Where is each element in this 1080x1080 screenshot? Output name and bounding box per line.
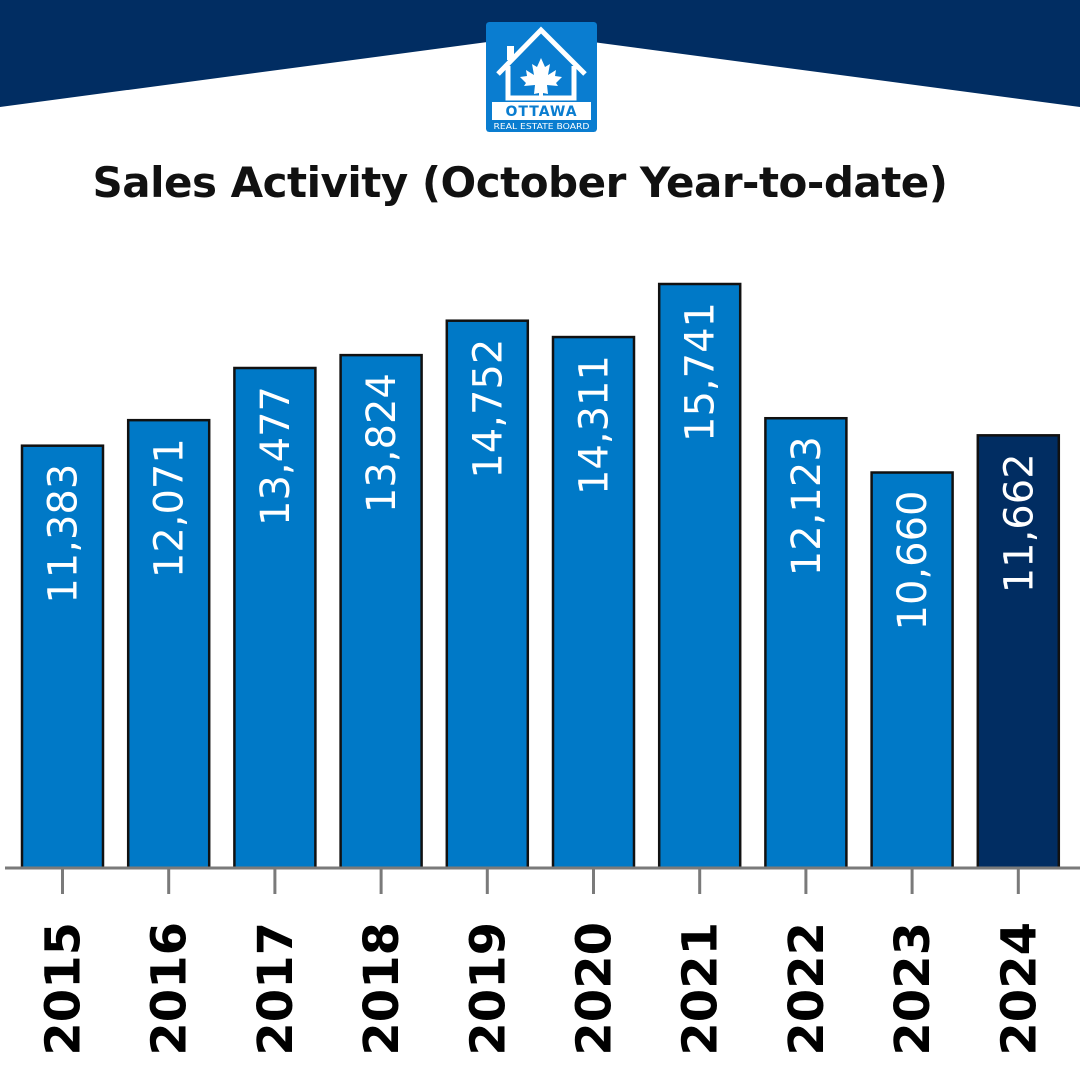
bar-2016 <box>126 418 211 870</box>
bar-chart: 11,383 12,071 13,477 13,824 14,752 14,311 15,7… <box>5 282 1080 1056</box>
logo-name-band <box>492 102 591 120</box>
x-tick-label-2023: 2023 <box>885 922 941 1056</box>
x-tick-label-2022: 2022 <box>779 922 835 1056</box>
bar-value-label-2020: 14,311 <box>572 355 618 495</box>
x-tick-label-2016: 2016 <box>142 922 198 1056</box>
bar-value-label-2017: 13,477 <box>253 386 299 526</box>
bar-value-label-2015: 11,383 <box>41 464 87 604</box>
chart-title: Sales Activity (October Year-to-date) <box>92 158 949 207</box>
bar-2020 <box>551 335 636 870</box>
bar-value-label-2018: 13,824 <box>359 373 405 513</box>
banner-shape <box>0 0 1080 107</box>
x-tick-label-2017: 2017 <box>248 922 304 1056</box>
x-tick-label-2021: 2021 <box>673 922 729 1056</box>
bar-2024 <box>976 434 1061 870</box>
bar-2019 <box>445 319 530 870</box>
bar-2021 <box>657 282 742 870</box>
bar-2023 <box>870 471 954 870</box>
x-tick-label-2018: 2018 <box>354 922 410 1056</box>
bar-2018 <box>339 353 423 870</box>
x-tick-label-2019: 2019 <box>460 922 516 1056</box>
x-axis-ticks: 2015 2016 2017 2018 2019 2020 2021 2022 2023 2024 <box>36 868 1047 1056</box>
maple-leaf-icon <box>520 58 562 98</box>
x-tick-label-2015: 2015 <box>36 922 92 1056</box>
x-tick-label-2020: 2020 <box>567 922 623 1056</box>
bar-2022 <box>764 416 848 870</box>
bar-2017 <box>233 366 317 870</box>
bar-2015 <box>20 444 105 870</box>
bar-value-label-2023: 10,660 <box>890 491 936 631</box>
bar-value-label-2016: 12,071 <box>147 438 193 578</box>
bar-value-label-2022: 12,123 <box>784 436 830 576</box>
bar-value-label-2021: 15,741 <box>678 302 724 442</box>
bars: 11,383 12,071 13,477 13,824 14,752 14,311 15,7… <box>20 282 1061 870</box>
bar-value-label-2019: 14,752 <box>465 339 511 479</box>
logo-subtitle: REAL ESTATE BOARD <box>494 122 590 131</box>
x-tick-label-2024: 2024 <box>991 922 1047 1056</box>
header-banner <box>0 0 1080 107</box>
logo-name: OTTAWA <box>505 104 577 120</box>
bar-value-label-2024: 11,662 <box>996 453 1042 593</box>
ottawa-real-estate-board-logo: OTTAWA REAL ESTATE BOARD <box>486 22 597 132</box>
